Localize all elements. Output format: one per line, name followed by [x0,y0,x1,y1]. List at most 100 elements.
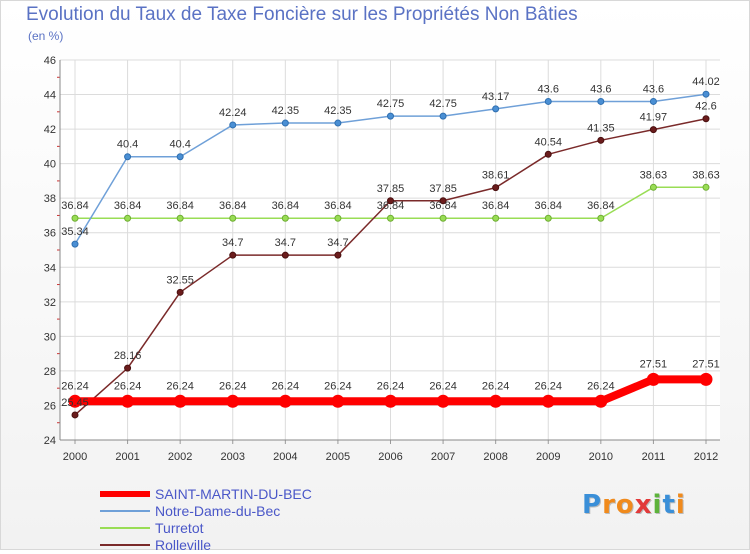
data-label-turretot: 36.84 [324,200,352,212]
data-label-rolleville: 37.85 [377,183,405,195]
data-label-notre-dame-du-bec: 43.6 [590,83,611,95]
data-point-saint-martin-du-bec [541,394,555,408]
data-point-saint-martin-du-bec [331,394,345,408]
data-label-notre-dame-du-bec: 42.75 [429,98,457,110]
data-point-notre-dame-du-bec [124,153,132,161]
data-label-notre-dame-du-bec: 42.75 [377,98,405,110]
data-point-notre-dame-du-bec [229,121,237,129]
data-label-rolleville: 32.55 [166,274,194,286]
data-label-saint-martin-du-bec: 26.24 [324,380,352,392]
data-label-saint-martin-du-bec: 26.24 [534,380,562,392]
data-label-turretot: 36.84 [61,200,89,212]
legend-label-saint-martin-du-bec: SAINT-MARTIN-DU-BEC [155,486,312,502]
legend-swatch-saint-martin-du-bec [100,491,150,497]
data-point-rolleville [281,251,289,259]
axes: 24 26 28 30 32 34 36 38 40 42 44 46 2000 2001 2002 2003… [44,55,720,463]
data-label-notre-dame-du-bec: 43.17 [482,91,510,103]
data-label-rolleville: 38.61 [482,170,510,182]
data-label-rolleville: 40.54 [534,136,562,148]
y-tick-label: 28 [44,366,56,378]
x-tick-label: 2006 [378,451,402,463]
data-point-rolleville [387,197,394,205]
data-label-notre-dame-du-bec: 40.4 [117,139,138,151]
data-label-notre-dame-du-bec: 43.6 [538,83,559,95]
data-label-rolleville: 42.6 [695,101,716,113]
data-label-turretot: 36.84 [587,200,615,212]
logo-letter: x [634,490,653,520]
data-point-turretot [281,214,289,222]
data-point-turretot [597,214,605,222]
data-point-saint-martin-du-bec [278,394,292,408]
data-label-saint-martin-du-bec: 26.24 [61,380,89,392]
data-label-saint-martin-du-bec: 26.24 [482,380,510,392]
data-label-notre-dame-du-bec: 35.34 [61,226,89,238]
data-point-notre-dame-du-bec [176,153,184,161]
x-tick-label: 2001 [115,451,139,463]
data-point-rolleville [176,288,184,296]
data-label-rolleville: 28.16 [114,350,142,362]
data-label-saint-martin-du-bec: 26.24 [377,380,405,392]
data-label-saint-martin-du-bec: 26.24 [166,380,194,392]
data-point-turretot [649,183,657,191]
data-point-notre-dame-du-bec [281,119,289,127]
data-point-rolleville [439,197,447,205]
data-label-saint-martin-du-bec: 26.24 [219,380,247,392]
data-point-turretot [387,214,394,222]
data-label-turretot: 38.63 [692,169,720,181]
x-tick-label: 2011 [642,451,666,463]
data-point-rolleville [492,184,500,192]
y-tick-label: 32 [44,297,56,309]
data-point-turretot [229,214,237,222]
y-tick-label: 30 [44,331,56,343]
data-point-saint-martin-du-bec [121,394,135,408]
data-point-turretot [176,214,184,222]
data-point-saint-martin-du-bec [384,394,397,408]
x-tick-label: 2010 [589,451,613,463]
data-label-notre-dame-du-bec: 42.35 [272,105,300,117]
legend-swatch-rolleville [100,544,150,546]
data-label-turretot: 36.84 [272,200,300,212]
data-label-notre-dame-du-bec: 42.35 [324,105,352,117]
data-point-saint-martin-du-bec [226,394,240,408]
data-point-notre-dame-du-bec [649,97,657,105]
data-label-turretot: 36.84 [482,200,510,212]
x-tick-label: 2004 [273,451,297,463]
data-label-notre-dame-du-bec: 44.02 [692,76,720,88]
series-lines [68,90,713,419]
data-label-saint-martin-du-bec: 26.24 [114,380,142,392]
data-label-turretot: 36.84 [166,200,194,212]
data-point-rolleville [124,364,132,372]
data-point-turretot [702,183,710,191]
y-tick-label: 42 [44,124,56,136]
y-tick-label: 46 [44,55,56,67]
logo-letter: i [675,490,686,520]
data-point-rolleville [544,150,552,158]
y-tick-label: 44 [44,90,56,102]
data-point-rolleville [71,411,79,419]
x-tick-label: 2009 [536,451,560,463]
data-label-turretot: 36.84 [429,200,457,212]
legend-swatch-notre-dame-du-bec [100,510,150,512]
legend-swatch-turretot [100,527,150,529]
x-tick-label: 2008 [483,451,507,463]
legend-label-turretot: Turretot [155,520,204,536]
x-tick-label: 2005 [326,451,350,463]
data-point-saint-martin-du-bec [646,372,660,386]
x-tick-label: 2000 [63,451,87,463]
data-point-saint-martin-du-bec [68,394,82,408]
data-point-notre-dame-du-bec [702,90,710,98]
data-label-rolleville: 25.45 [61,397,89,409]
data-label-turretot: 36.84 [114,200,142,212]
y-tick-label: 26 [44,400,56,412]
x-tick-label: 2003 [221,451,245,463]
data-label-turretot: 36.84 [219,200,247,212]
data-point-notre-dame-du-bec [387,112,394,120]
data-label-rolleville: 34.7 [327,237,348,249]
data-label-saint-martin-du-bec: 26.24 [587,380,615,392]
grid-lines [60,59,720,441]
data-label-saint-martin-du-bec: 26.24 [272,380,300,392]
data-labels: 35.34 40.4 40.4 42.24 42.35 42.35 42.75 42.75 43… [61,76,720,409]
data-point-rolleville [334,251,342,259]
data-label-rolleville: 41.97 [640,112,668,124]
